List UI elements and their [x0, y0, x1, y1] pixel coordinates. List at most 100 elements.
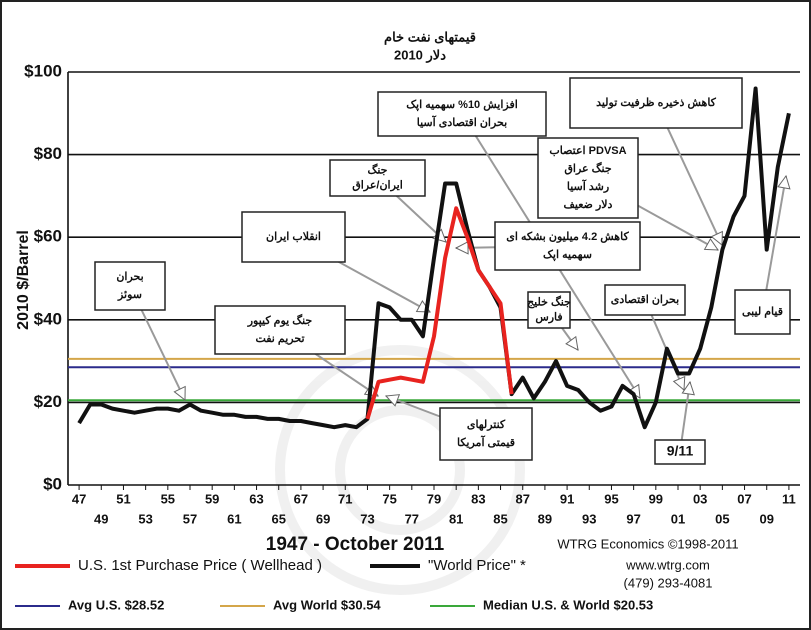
x-tick-label: 05: [715, 511, 729, 526]
annotation-text: جنگ عراق: [564, 161, 611, 175]
annotation-box: [241, 211, 346, 263]
x-tick-label: 57: [183, 511, 197, 526]
annotation-box: [734, 289, 791, 335]
series-line: [365, 206, 514, 420]
x-tick-label: 85: [493, 511, 507, 526]
annotation-arrowhead: [454, 240, 469, 255]
legend-label: Avg U.S. $28.52: [68, 597, 164, 612]
legend-label: "World Price" *: [428, 557, 526, 574]
x-tick-label: 73: [360, 511, 374, 526]
website: www.wtrg.com: [625, 557, 710, 572]
x-tick-label: 91: [560, 491, 574, 506]
annotation-text: قیام لیبی: [742, 306, 783, 318]
x-tick-label: 03: [693, 491, 707, 506]
annotation-text: جنگ: [368, 162, 388, 176]
x-tick-label: 89: [538, 511, 552, 526]
annotation-arrowhead: [710, 230, 723, 247]
annotation-text: جنگ خلیج: [527, 294, 571, 308]
y-tick-label: $100: [24, 61, 62, 80]
y-tick-label: $80: [34, 144, 62, 163]
annotation-box: [527, 291, 571, 329]
annotation-text: جنگ یوم کیپور: [247, 313, 313, 327]
annotation-box: [569, 77, 743, 129]
x-tick-label: 53: [138, 511, 152, 526]
legend-label: Median U.S. & World $20.53: [483, 597, 653, 612]
annotation-text: کاهش 4.2 میلیون بشکه ای: [506, 231, 629, 243]
annotation-box: [494, 221, 641, 271]
annotation-box: [94, 261, 166, 311]
y-tick-label: $0: [43, 474, 62, 493]
annotation-text: سوئز: [117, 289, 142, 301]
y-tick-label: $20: [34, 392, 62, 411]
annotation-text: فارس: [535, 311, 562, 323]
annotation-box: [377, 91, 547, 137]
x-tick-label: 83: [471, 491, 485, 506]
annotation-text: 9/11: [667, 443, 694, 459]
annotation-box: [537, 137, 639, 219]
x-tick-label: 93: [582, 511, 596, 526]
annotation-text: تحریم نفت: [255, 333, 304, 345]
x-tick-label: 81: [449, 511, 463, 526]
x-tick-label: 61: [227, 511, 241, 526]
annotation-text: بحران اقتصادی: [611, 294, 679, 306]
annotation-box: [214, 305, 346, 355]
annotation-text: بحران اقتصادی آسیا: [417, 115, 507, 129]
annotation-text: ایران/عراق: [352, 179, 403, 191]
annotation-text: رشد آسیا: [567, 179, 609, 193]
x-tick-label: 49: [94, 511, 108, 526]
x-tick-label: 51: [116, 491, 130, 506]
x-tick-label: 71: [338, 491, 352, 506]
x-tick-label: 09: [759, 511, 773, 526]
phone: (479) 293-4081: [624, 575, 713, 590]
source: WTRG Economics ©1998-2011: [557, 536, 738, 551]
legend-label: U.S. 1st Purchase Price ( Wellhead ): [78, 557, 322, 574]
x-tick-label: 47: [72, 491, 86, 506]
x-axis-title: 1947 - October 2011: [266, 534, 445, 555]
annotation-text: کاهش ذخیره ظرفیت تولید: [596, 97, 717, 109]
annotation-arrowhead: [173, 385, 186, 402]
annotation-text: دلار ضعیف: [564, 199, 613, 211]
annotation-box: [439, 407, 533, 461]
y-axis-title: 2010 $/Barrel: [15, 230, 32, 330]
x-tick-label: 67: [294, 491, 308, 506]
annotation-text: قیمتی آمریکا: [457, 435, 515, 449]
x-tick-label: 99: [649, 491, 663, 506]
x-tick-label: 95: [604, 491, 618, 506]
x-tick-label: 01: [671, 511, 685, 526]
x-tick-label: 97: [626, 511, 640, 526]
chart-title: قیمتهای نفت خام: [384, 29, 476, 45]
annotation-box: [654, 439, 706, 465]
annotation-text: سهمیه اپک: [543, 249, 592, 261]
annotation-text: افزایش 10% سهمیه اپک: [406, 99, 518, 111]
chart-subtitle: دلار 2010: [394, 47, 446, 63]
y-tick-label: $60: [34, 227, 62, 246]
x-tick-label: 65: [271, 511, 285, 526]
annotation-text: اعتصاب PDVSA: [549, 145, 626, 157]
x-tick-label: 69: [316, 511, 330, 526]
x-tick-label: 75: [382, 491, 396, 506]
annotation-text: بحران: [116, 271, 143, 283]
x-tick-label: 79: [427, 491, 441, 506]
annotation-box: [604, 284, 686, 316]
x-tick-label: 59: [205, 491, 219, 506]
annotation-arrowhead: [777, 174, 791, 190]
annotation-arrowhead: [703, 237, 719, 251]
annotation-text: انقلاب ایران: [266, 231, 321, 243]
x-tick-label: 11: [782, 491, 796, 506]
annotation-box: [329, 159, 426, 197]
annotation-arrowhead: [384, 394, 401, 407]
annotation-text: کنترلهای: [467, 419, 506, 431]
annotation-arrowhead: [672, 375, 686, 392]
annotation-arrowhead: [565, 335, 579, 351]
x-tick-label: 87: [515, 491, 529, 506]
watermark: [275, 345, 525, 595]
legend-label: Avg World $30.54: [273, 597, 381, 612]
annotation-arrowhead: [681, 380, 695, 396]
x-tick-label: 55: [161, 491, 175, 506]
x-tick-label: 77: [405, 511, 419, 526]
x-tick-label: 07: [737, 491, 751, 506]
y-tick-label: $40: [34, 309, 62, 328]
x-tick-label: 63: [249, 491, 263, 506]
series-line: [77, 86, 791, 430]
